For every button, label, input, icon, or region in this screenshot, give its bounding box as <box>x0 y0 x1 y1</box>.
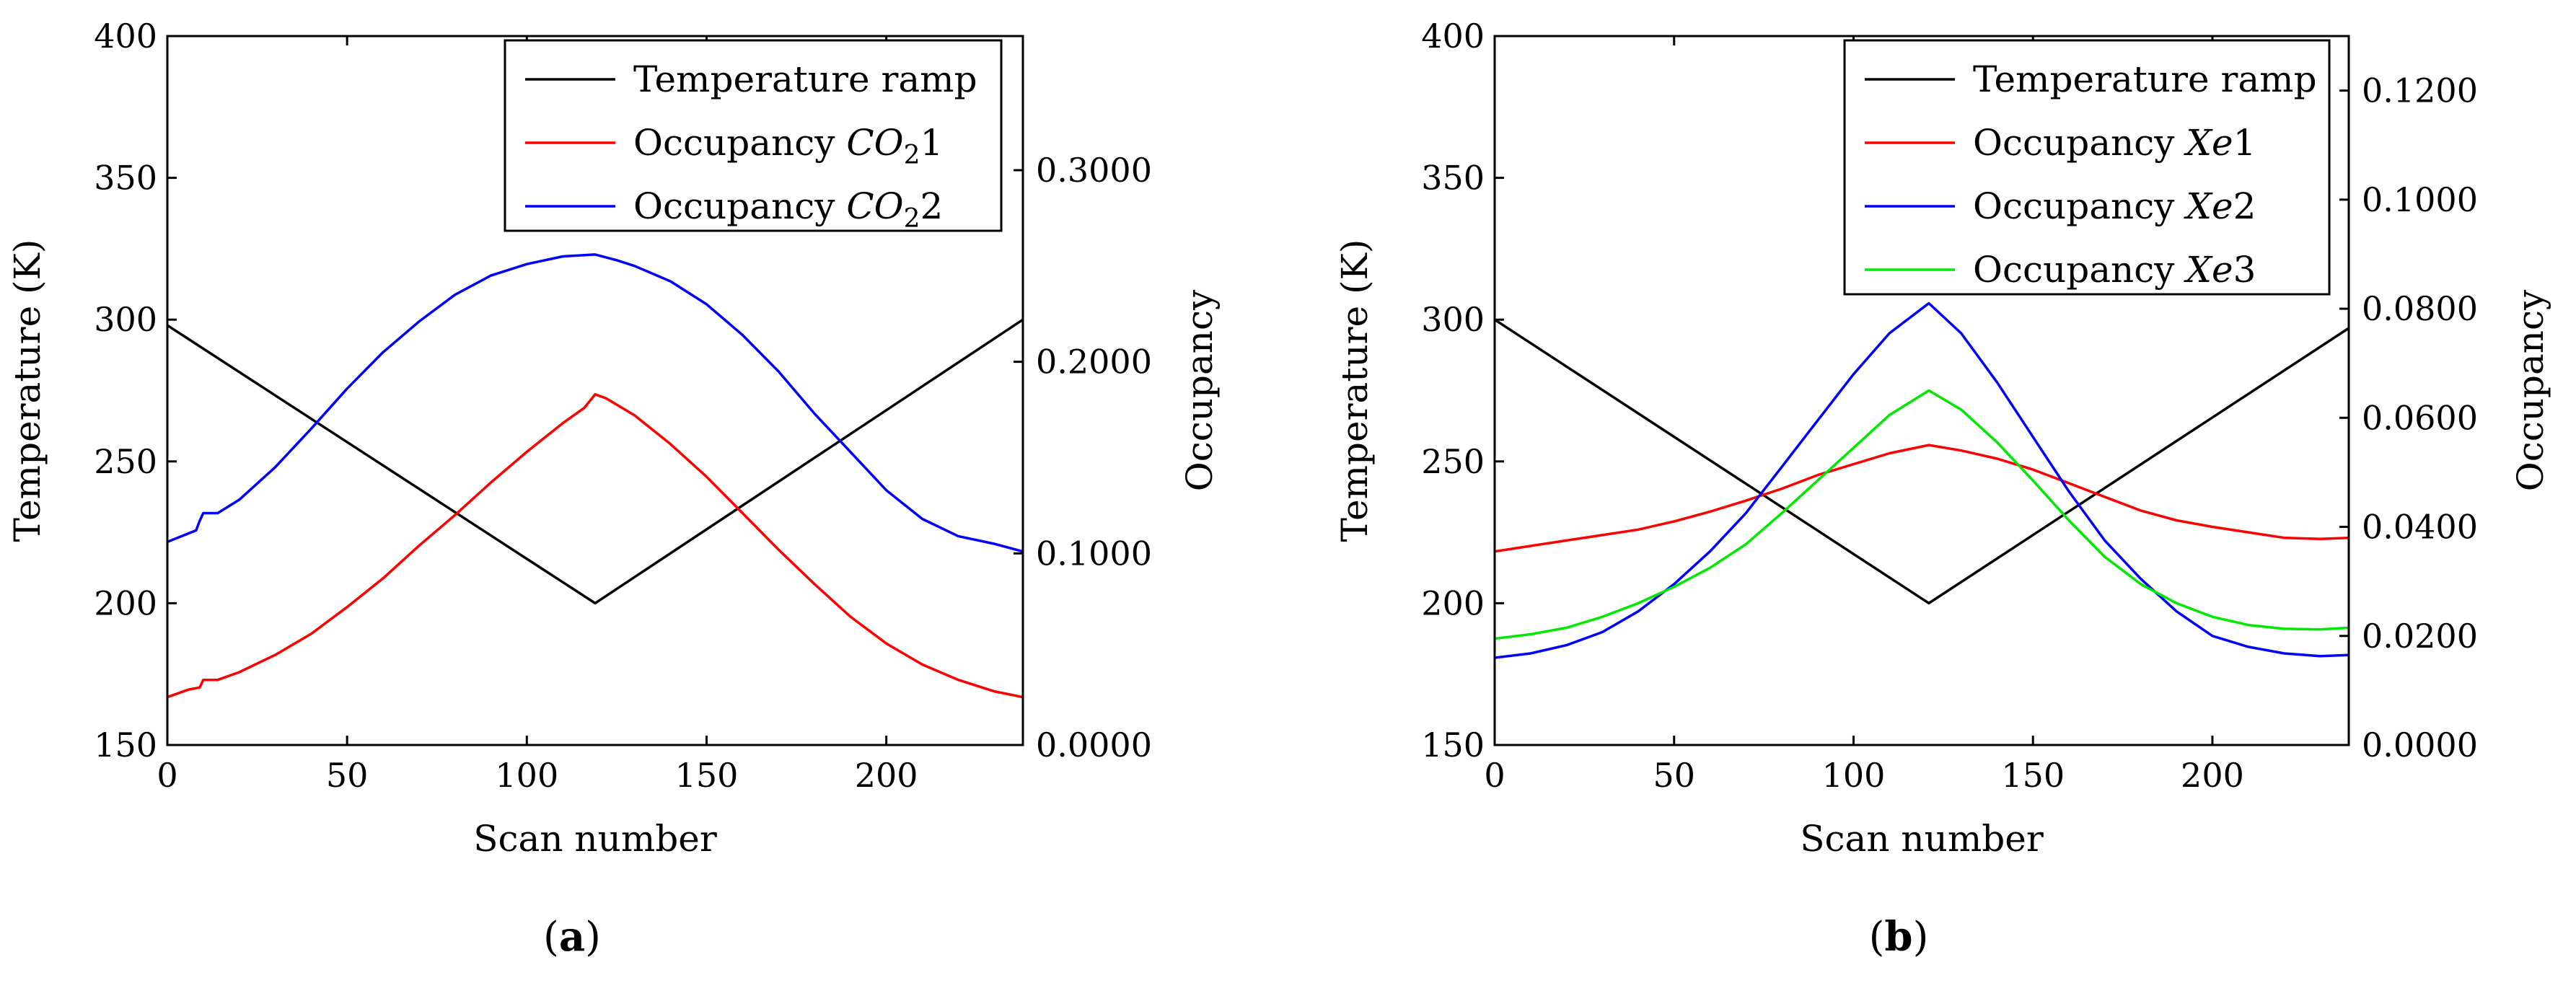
y-right-tick-label: 0.0000 <box>1036 726 1152 764</box>
y-left-tick-label: 250 <box>1421 442 1485 481</box>
x-tick-label: 100 <box>1822 756 1886 795</box>
y-right-tick-label: 0.1000 <box>2362 180 2478 219</box>
x-axis-title: Scan number <box>473 818 717 860</box>
legend-label: Temperature ramp <box>633 58 977 100</box>
legend-label: Temperature ramp <box>1973 58 2317 100</box>
legend-italic: Xe <box>2183 122 2233 164</box>
panel-caption: (a) <box>543 913 601 961</box>
series-line-b-1 <box>1495 318 2349 605</box>
plot-frame <box>1493 35 2350 746</box>
y-right-tick-label: 0.3000 <box>1036 151 1152 190</box>
y-left-tick-label: 350 <box>1421 159 1485 198</box>
legend-box <box>504 39 1003 232</box>
legend-text: Occupancy <box>1973 185 2186 227</box>
legend-suffix: 1 <box>2233 122 2256 164</box>
y-left-tick-label: 150 <box>94 726 157 764</box>
x-tick-label: 200 <box>2181 756 2244 795</box>
caption-paren-open: ( <box>1869 914 1885 961</box>
panel-caption: (b) <box>1869 913 1929 961</box>
y-right-tick-label: 0.0200 <box>2362 617 2478 656</box>
y-left-tick-label: 400 <box>1421 17 1485 56</box>
y-left-tick-label: 200 <box>1421 583 1485 622</box>
y-right-tick-label: 0.0800 <box>2362 289 2478 328</box>
legend-text: Occupancy <box>1973 122 2186 164</box>
x-tick-label: 100 <box>495 756 558 795</box>
series-line-a-3 <box>167 253 1023 553</box>
y-right-tick-label: 0.1000 <box>1036 534 1152 573</box>
series-line-b-2 <box>1495 444 2349 553</box>
legend-label: Occupancy CO22 <box>633 185 943 234</box>
legend-suffix: 2 <box>2233 185 2256 227</box>
legend-suffix: 1 <box>920 122 944 164</box>
y-right-tick-label: 0.0000 <box>2362 726 2478 764</box>
legend-suffix: 2 <box>920 185 944 227</box>
legend-text: Temperature ramp <box>633 58 977 100</box>
legend-text: Occupancy <box>633 185 846 227</box>
legend-label: Occupancy Xe2 <box>1973 185 2256 227</box>
y-left-tick-label: 200 <box>94 583 157 622</box>
legend-text: Occupancy <box>633 122 846 164</box>
caption-paren-open: ( <box>543 914 559 961</box>
x-tick-label: 0 <box>157 756 177 795</box>
legend-italic: Xe <box>2183 185 2233 227</box>
caption-letter: a <box>559 913 585 961</box>
y-right-tick-label: 0.1200 <box>2362 71 2478 110</box>
series-line-a-2 <box>167 393 1023 699</box>
y-left-tick-label: 400 <box>94 17 157 56</box>
legend-subscript: 2 <box>904 204 920 234</box>
legend-suffix: 3 <box>2233 249 2256 291</box>
legend-label: Occupancy CO21 <box>633 122 943 170</box>
legend-subscript: 2 <box>904 141 920 170</box>
x-tick-label: 200 <box>855 756 918 795</box>
legend-italic: Xe <box>2183 249 2233 291</box>
caption-letter: b <box>1884 913 1912 961</box>
legend-text: Temperature ramp <box>1973 58 2317 100</box>
legend-label: Occupancy Xe1 <box>1973 122 2256 164</box>
panel-a: 0 50 100 150 200 150 200 250 300 350 400 0.0000 0.10… <box>6 17 1221 961</box>
x-tick-label: 0 <box>1484 756 1505 795</box>
legend-box <box>1843 39 2331 296</box>
y-left-axis-title: Temperature (K) <box>6 239 48 542</box>
series-line-b-4 <box>1495 389 2349 640</box>
y-left-tick-label: 150 <box>1421 726 1485 764</box>
caption-paren-close: ) <box>1913 914 1929 961</box>
y-right-tick-label: 0.2000 <box>1036 343 1152 382</box>
y-left-tick-label: 350 <box>94 159 157 198</box>
y-right-axis-title: Occupancy <box>2510 289 2551 491</box>
x-axis-title: Scan number <box>1800 818 2044 860</box>
x-tick-label: 150 <box>675 756 739 795</box>
series-line-a-1 <box>167 318 1023 605</box>
legend-text: Occupancy <box>1973 249 2186 291</box>
y-left-axis-title: Temperature (K) <box>1334 239 1376 542</box>
panel-b: 0 50 100 150 200 150 200 250 300 350 400 0.0000 0.02… <box>1334 17 2551 961</box>
x-tick-label: 150 <box>2001 756 2065 795</box>
y-right-tick-label: 0.0400 <box>2362 508 2478 547</box>
y-right-axis-title: Occupancy <box>1179 289 1221 491</box>
x-tick-label: 50 <box>326 756 369 795</box>
caption-paren-close: ) <box>585 914 601 961</box>
legend-italic: CO <box>846 122 903 164</box>
x-tick-label: 50 <box>1653 756 1695 795</box>
y-right-tick-label: 0.0600 <box>2362 398 2478 437</box>
series-line-b-3 <box>1495 301 2349 659</box>
plot-frame <box>166 35 1024 746</box>
legend-italic: CO <box>846 185 903 227</box>
legend-label: Occupancy Xe3 <box>1973 249 2256 291</box>
y-left-tick-label: 300 <box>94 300 157 339</box>
y-left-tick-label: 300 <box>1421 300 1485 339</box>
y-left-tick-label: 250 <box>94 442 157 481</box>
